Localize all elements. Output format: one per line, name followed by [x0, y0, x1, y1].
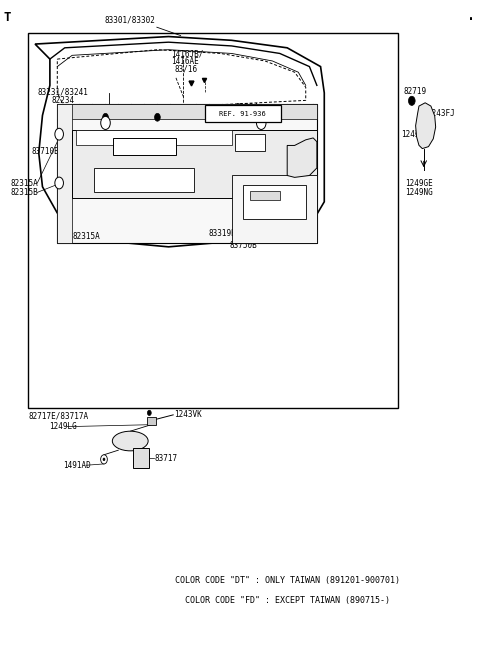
Polygon shape: [72, 131, 317, 198]
Circle shape: [147, 410, 151, 415]
Text: 82315A: 82315A: [11, 179, 39, 188]
Text: 81394: 81394: [235, 103, 258, 112]
Text: 83301/83302: 83301/83302: [105, 15, 156, 24]
Circle shape: [103, 458, 105, 461]
Ellipse shape: [112, 431, 148, 451]
Polygon shape: [231, 175, 317, 243]
Text: T: T: [4, 11, 11, 24]
Text: 82719: 82719: [403, 87, 426, 96]
Text: 83231/83241: 83231/83241: [37, 87, 88, 96]
Text: 1249LG: 1249LG: [49, 422, 77, 431]
Text: 1243UJ: 1243UJ: [401, 129, 429, 139]
Circle shape: [408, 97, 415, 105]
Polygon shape: [243, 185, 306, 219]
Text: 1416AE: 1416AE: [171, 57, 199, 66]
Text: ·: ·: [466, 11, 476, 29]
Polygon shape: [95, 168, 194, 193]
Circle shape: [101, 116, 110, 129]
Polygon shape: [113, 138, 176, 155]
Circle shape: [55, 128, 63, 140]
Text: 83319B: 83319B: [209, 229, 237, 238]
Text: 83710B: 83710B: [32, 147, 59, 156]
Polygon shape: [287, 138, 317, 177]
Text: COLOR CODE "FD" : EXCEPT TAIWAN (890715-): COLOR CODE "FD" : EXCEPT TAIWAN (890715-…: [185, 595, 390, 604]
Text: 1241YA: 1241YA: [258, 212, 286, 221]
Polygon shape: [147, 417, 156, 424]
Text: 83750B: 83750B: [229, 241, 257, 250]
Text: 1491AD: 1491AD: [63, 461, 91, 470]
Circle shape: [103, 114, 108, 121]
Polygon shape: [132, 448, 149, 468]
Text: 1249GE: 1249GE: [406, 179, 433, 188]
Text: 1243FJ: 1243FJ: [428, 110, 456, 118]
Text: 82315B: 82315B: [11, 188, 39, 197]
Polygon shape: [76, 131, 231, 145]
Circle shape: [101, 455, 108, 464]
Text: 1243VK: 1243VK: [175, 411, 203, 419]
Text: 82/10C/82/20C: 82/10C/82/20C: [240, 160, 300, 170]
Circle shape: [155, 114, 160, 121]
FancyBboxPatch shape: [204, 105, 280, 122]
Text: 82717E/83717A: 82717E/83717A: [28, 412, 88, 420]
Text: 1249NG: 1249NG: [406, 188, 433, 197]
Bar: [28, 33, 398, 408]
Polygon shape: [235, 134, 265, 151]
Text: 83717: 83717: [154, 453, 177, 463]
Circle shape: [258, 114, 264, 121]
Text: REF. 91-936: REF. 91-936: [219, 111, 266, 117]
Polygon shape: [57, 104, 72, 243]
Polygon shape: [35, 37, 324, 247]
Text: 82315A: 82315A: [72, 232, 100, 240]
Text: 1416JB/: 1416JB/: [171, 49, 203, 58]
Text: 82234: 82234: [51, 96, 74, 104]
Circle shape: [256, 116, 266, 129]
Circle shape: [210, 114, 216, 121]
Polygon shape: [250, 191, 280, 200]
Polygon shape: [57, 104, 317, 243]
Polygon shape: [57, 104, 317, 119]
Polygon shape: [416, 102, 436, 148]
Circle shape: [55, 177, 63, 189]
Text: COLOR CODE "DT" : ONLY TAIWAN (891201-900701): COLOR CODE "DT" : ONLY TAIWAN (891201-90…: [175, 576, 400, 585]
Text: 83/16: 83/16: [174, 65, 197, 74]
